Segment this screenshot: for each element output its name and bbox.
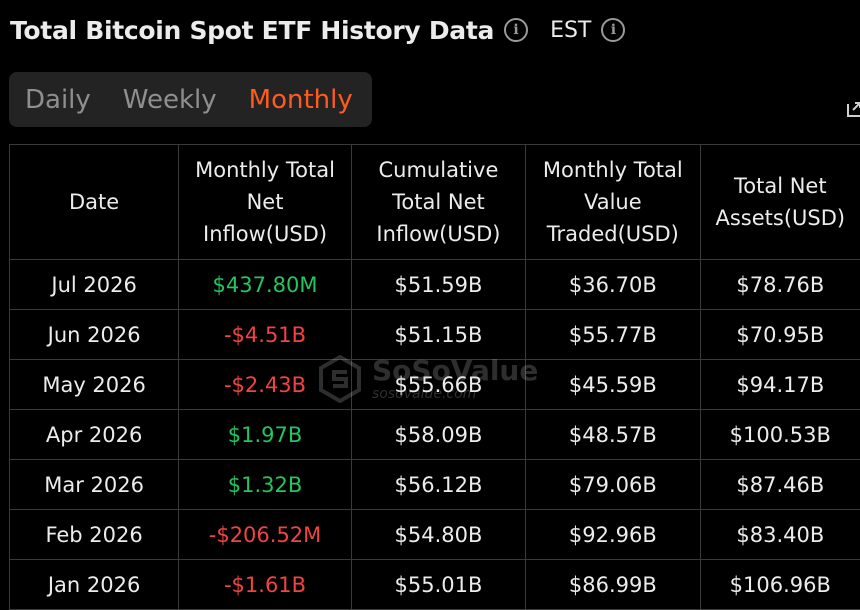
- info-icon[interactable]: i: [504, 18, 529, 42]
- date-cell: Jul 2026: [8, 259, 180, 310]
- cumulative-inflow-cell: $56.12B: [350, 459, 527, 510]
- net-inflow-cell: $1.97B: [178, 409, 352, 460]
- table-row: Jun 2026 -$4.51B $51.15B $55.77B $70.95B: [8, 309, 860, 360]
- value-traded-cell: $36.70B: [525, 259, 701, 310]
- net-assets-cell: $78.76B: [699, 259, 860, 310]
- net-assets-cell: $100.53B: [699, 409, 860, 460]
- etf-history-table: Date Monthly Total Net Inflow(USD) Cumul…: [8, 144, 860, 610]
- page-title: Total Bitcoin Spot ETF History Data: [10, 15, 495, 45]
- timezone-info-icon[interactable]: i: [601, 18, 626, 42]
- table-header-row: Date Monthly Total Net Inflow(USD) Cumul…: [8, 144, 860, 260]
- net-inflow-cell: $437.80M: [178, 259, 352, 310]
- table-row: May 2026 -$2.43B $55.66B $45.59B $94.17B: [8, 359, 860, 410]
- table-row: Jan 2026 -$1.61B $55.01B $86.99B $106.96…: [8, 559, 860, 610]
- tab-monthly[interactable]: Monthly: [248, 84, 353, 115]
- table-row: Apr 2026 $1.97B $58.09B $48.57B $100.53B: [8, 409, 860, 460]
- cumulative-inflow-cell: $54.80B: [350, 509, 527, 560]
- cumulative-inflow-cell: $51.59B: [350, 259, 527, 310]
- column-header-net-assets[interactable]: Total Net Assets(USD): [699, 144, 860, 260]
- tab-daily[interactable]: Daily: [25, 84, 91, 115]
- cumulative-inflow-cell: $55.66B: [350, 359, 527, 410]
- export-icon[interactable]: [846, 96, 860, 118]
- net-inflow-cell: -$1.61B: [178, 559, 352, 610]
- net-assets-cell: $70.95B: [699, 309, 860, 360]
- net-inflow-cell: $1.32B: [178, 459, 352, 510]
- value-traded-cell: $79.06B: [525, 459, 701, 510]
- date-cell: Feb 2026: [8, 509, 180, 560]
- page-header: Total Bitcoin Spot ETF History Data i ES…: [10, 12, 626, 48]
- net-assets-cell: $83.40B: [699, 509, 860, 560]
- column-header-net-inflow[interactable]: Monthly Total Net Inflow(USD): [178, 144, 352, 260]
- net-inflow-cell: -$4.51B: [178, 309, 352, 360]
- column-header-date[interactable]: Date: [8, 144, 180, 260]
- date-cell: Jan 2026: [8, 559, 180, 610]
- value-traded-cell: $86.99B: [525, 559, 701, 610]
- net-assets-cell: $106.96B: [699, 559, 860, 610]
- value-traded-cell: $92.96B: [525, 509, 701, 560]
- period-tabs: Daily Weekly Monthly: [9, 72, 372, 127]
- date-cell: Apr 2026: [8, 409, 180, 460]
- date-cell: Mar 2026: [8, 459, 180, 510]
- net-assets-cell: $87.46B: [699, 459, 860, 510]
- column-header-value-traded[interactable]: Monthly Total Value Traded(USD): [525, 144, 701, 260]
- tab-weekly[interactable]: Weekly: [122, 84, 217, 115]
- table-row: Mar 2026 $1.32B $56.12B $79.06B $87.46B: [8, 459, 860, 510]
- cumulative-inflow-cell: $55.01B: [350, 559, 527, 610]
- value-traded-cell: $48.57B: [525, 409, 701, 460]
- value-traded-cell: $45.59B: [525, 359, 701, 410]
- net-inflow-cell: -$206.52M: [178, 509, 352, 560]
- date-cell: Jun 2026: [8, 309, 180, 360]
- table-row: Feb 2026 -$206.52M $54.80B $92.96B $83.4…: [8, 509, 860, 560]
- cumulative-inflow-cell: $51.15B: [350, 309, 527, 360]
- cumulative-inflow-cell: $58.09B: [350, 409, 527, 460]
- value-traded-cell: $55.77B: [525, 309, 701, 360]
- net-assets-cell: $94.17B: [699, 359, 860, 410]
- timezone-label: EST: [550, 17, 592, 43]
- column-header-cumulative-inflow[interactable]: Cumulative Total Net Inflow(USD): [350, 144, 527, 260]
- table-row: Jul 2026 $437.80M $51.59B $36.70B $78.76…: [8, 259, 860, 310]
- date-cell: May 2026: [8, 359, 180, 410]
- net-inflow-cell: -$2.43B: [178, 359, 352, 410]
